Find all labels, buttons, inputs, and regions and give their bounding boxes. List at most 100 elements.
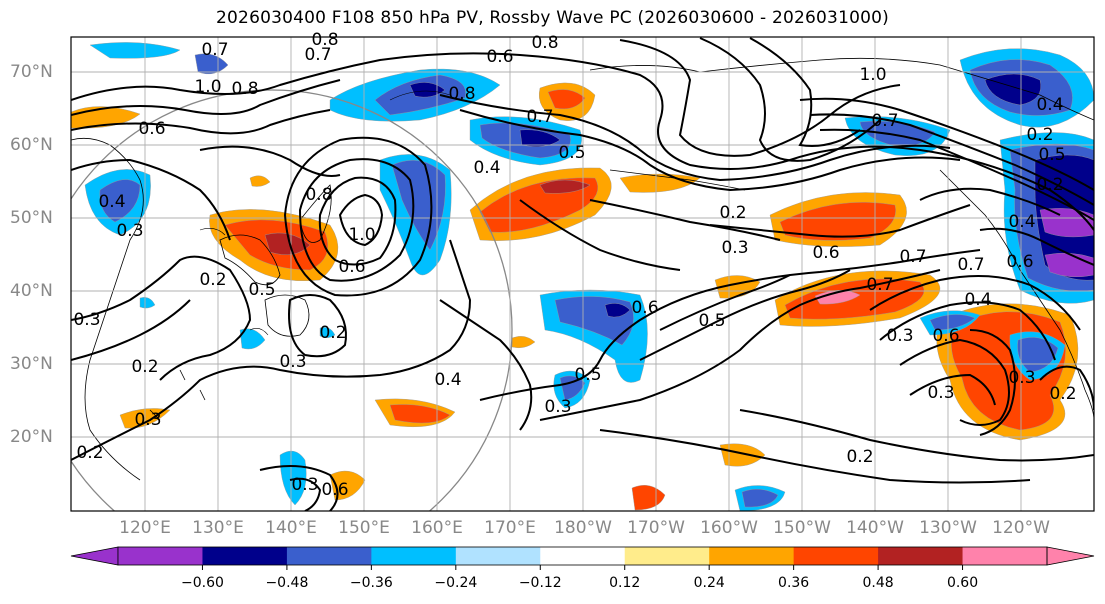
colorbar-tick-label: 0.48 bbox=[862, 575, 894, 591]
contour-label: 0.6 bbox=[486, 47, 513, 67]
contour-label: 0.4 bbox=[1036, 95, 1063, 115]
reference-circle bbox=[71, 89, 513, 511]
contour-label: 0.3 bbox=[721, 238, 748, 258]
contour-label: 0.6 bbox=[321, 480, 348, 500]
latitude-label: 70°N bbox=[10, 62, 53, 82]
colorbar-segment bbox=[371, 547, 457, 565]
contour-label: 1.0 bbox=[859, 65, 886, 85]
contour-label: 0.8 bbox=[231, 79, 258, 99]
contour-label: 1.0 bbox=[194, 77, 221, 97]
contour-label: 0.8 bbox=[531, 33, 558, 53]
contour-label: 0.2 bbox=[131, 357, 158, 377]
contour-label: 0.6 bbox=[631, 298, 658, 318]
map-title: 2026030400 F108 850 hPa PV, Rossby Wave … bbox=[216, 8, 889, 28]
contour-label: 0.8 bbox=[311, 30, 338, 50]
longitude-label: 140°W bbox=[846, 518, 904, 538]
contour-label: 0.5 bbox=[1038, 145, 1065, 165]
contour-label: 0.3 bbox=[116, 221, 143, 241]
contour-label: 0.6 bbox=[812, 243, 839, 263]
contour-label: 0.7 bbox=[957, 255, 984, 275]
longitude-label: 130°W bbox=[919, 518, 977, 538]
contour-label: 0.3 bbox=[544, 397, 571, 417]
longitude-label: 180°W bbox=[554, 518, 612, 538]
colorbar-min-arrow bbox=[70, 546, 119, 566]
contour-label: 0.5 bbox=[248, 280, 275, 300]
colorbar-tick-label: −0.12 bbox=[518, 575, 562, 591]
colorbar-segment bbox=[286, 547, 372, 565]
latitude-label: 20°N bbox=[10, 427, 53, 447]
longitude-label: 150°E bbox=[338, 518, 390, 538]
longitude-label: 120°W bbox=[992, 518, 1050, 538]
contour-labels: 0.7 0.80.7 0.60.81.0 0.80.60.80.70.50.40.81… bbox=[73, 30, 1076, 500]
contour-label: 0.3 bbox=[927, 383, 954, 403]
colorbar-segment bbox=[540, 547, 626, 565]
colorbar-tick-label: 0.24 bbox=[693, 575, 725, 591]
latitude-label: 50°N bbox=[10, 208, 53, 228]
contour-label: 0.6 bbox=[1006, 252, 1033, 272]
colorbar-tick-label: 0.12 bbox=[609, 575, 641, 591]
thin-contours bbox=[199, 90, 451, 336]
contour-label: 0.2 bbox=[1036, 175, 1063, 195]
contour-label: 0.7 bbox=[899, 247, 926, 267]
colorbar-segment bbox=[202, 547, 288, 565]
contour-label: 0.3 bbox=[1008, 368, 1035, 388]
contour-label: 0.3 bbox=[279, 352, 306, 372]
contour-label: 0.8 bbox=[305, 185, 332, 205]
contour-label: 0.2 bbox=[76, 443, 103, 463]
contour-label: 0.6 bbox=[338, 257, 365, 277]
colorbar-segment bbox=[878, 547, 964, 565]
latitude-label: 60°N bbox=[10, 135, 53, 155]
longitude-label: 170°W bbox=[627, 518, 685, 538]
colorbar-tick-label: −0.48 bbox=[265, 575, 309, 591]
map-frame bbox=[70, 36, 1095, 512]
longitude-label: 160°W bbox=[700, 518, 758, 538]
longitude-label: 160°E bbox=[411, 518, 463, 538]
contour-label: 0.3 bbox=[134, 410, 161, 430]
contour-label: 0.7 bbox=[201, 40, 228, 60]
colorbar-tick-label: −0.60 bbox=[181, 575, 224, 591]
contour-label: 0.6 bbox=[138, 119, 165, 139]
longitude-label: 150°W bbox=[773, 518, 831, 538]
contour-label: 0.7 bbox=[871, 111, 898, 131]
contour-label: 0.3 bbox=[886, 326, 913, 346]
colorbar bbox=[70, 546, 1095, 570]
colorbar-segment bbox=[118, 547, 203, 565]
latitude-label: 40°N bbox=[10, 281, 53, 301]
colorbar-segment bbox=[793, 547, 879, 565]
contour-label: 0.5 bbox=[558, 143, 585, 163]
gridlines bbox=[71, 37, 1094, 511]
contour-label: 0.5 bbox=[574, 365, 601, 385]
contour-label: 0.4 bbox=[964, 290, 991, 310]
contour-label: 0.4 bbox=[473, 158, 500, 178]
contour-label: 0.4 bbox=[434, 370, 461, 390]
colorbar-segment bbox=[455, 547, 541, 565]
contour-label: 0.8 bbox=[448, 84, 475, 104]
contour-label: 0.2 bbox=[319, 323, 346, 343]
colorbar-segment bbox=[624, 547, 710, 565]
contour-label: 0.7 bbox=[304, 45, 331, 65]
longitude-label: 170°E bbox=[484, 518, 536, 538]
contour-label: 0.3 bbox=[291, 475, 318, 495]
latitude-label: 30°N bbox=[10, 354, 53, 374]
colorbar-segment bbox=[709, 547, 795, 565]
contour-label: 0.3 bbox=[73, 310, 100, 330]
contour-label: 0.4 bbox=[1008, 212, 1035, 232]
contour-label: 0.7 bbox=[866, 275, 893, 295]
colorbar-tick-label: 0.36 bbox=[778, 575, 810, 591]
contour-label: 0.4 bbox=[98, 192, 125, 212]
longitude-label: 130°E bbox=[192, 518, 244, 538]
pv-contours bbox=[71, 37, 1094, 511]
contour-label: 0.2 bbox=[199, 270, 226, 290]
contour-label: 0.6 bbox=[932, 326, 959, 346]
colorbar-segment bbox=[962, 547, 1048, 565]
contour-label: 0.7 bbox=[526, 107, 553, 127]
contour-label: 0.2 bbox=[1026, 125, 1053, 145]
contour-label: 0.2 bbox=[1049, 384, 1076, 404]
colorbar-max-arrow bbox=[1046, 546, 1095, 566]
longitude-label: 120°E bbox=[119, 518, 171, 538]
contour-label: 0.5 bbox=[698, 311, 725, 331]
longitude-label: 140°E bbox=[265, 518, 317, 538]
contour-label: 1.0 bbox=[348, 225, 375, 245]
contour-label: 0.2 bbox=[846, 447, 873, 467]
